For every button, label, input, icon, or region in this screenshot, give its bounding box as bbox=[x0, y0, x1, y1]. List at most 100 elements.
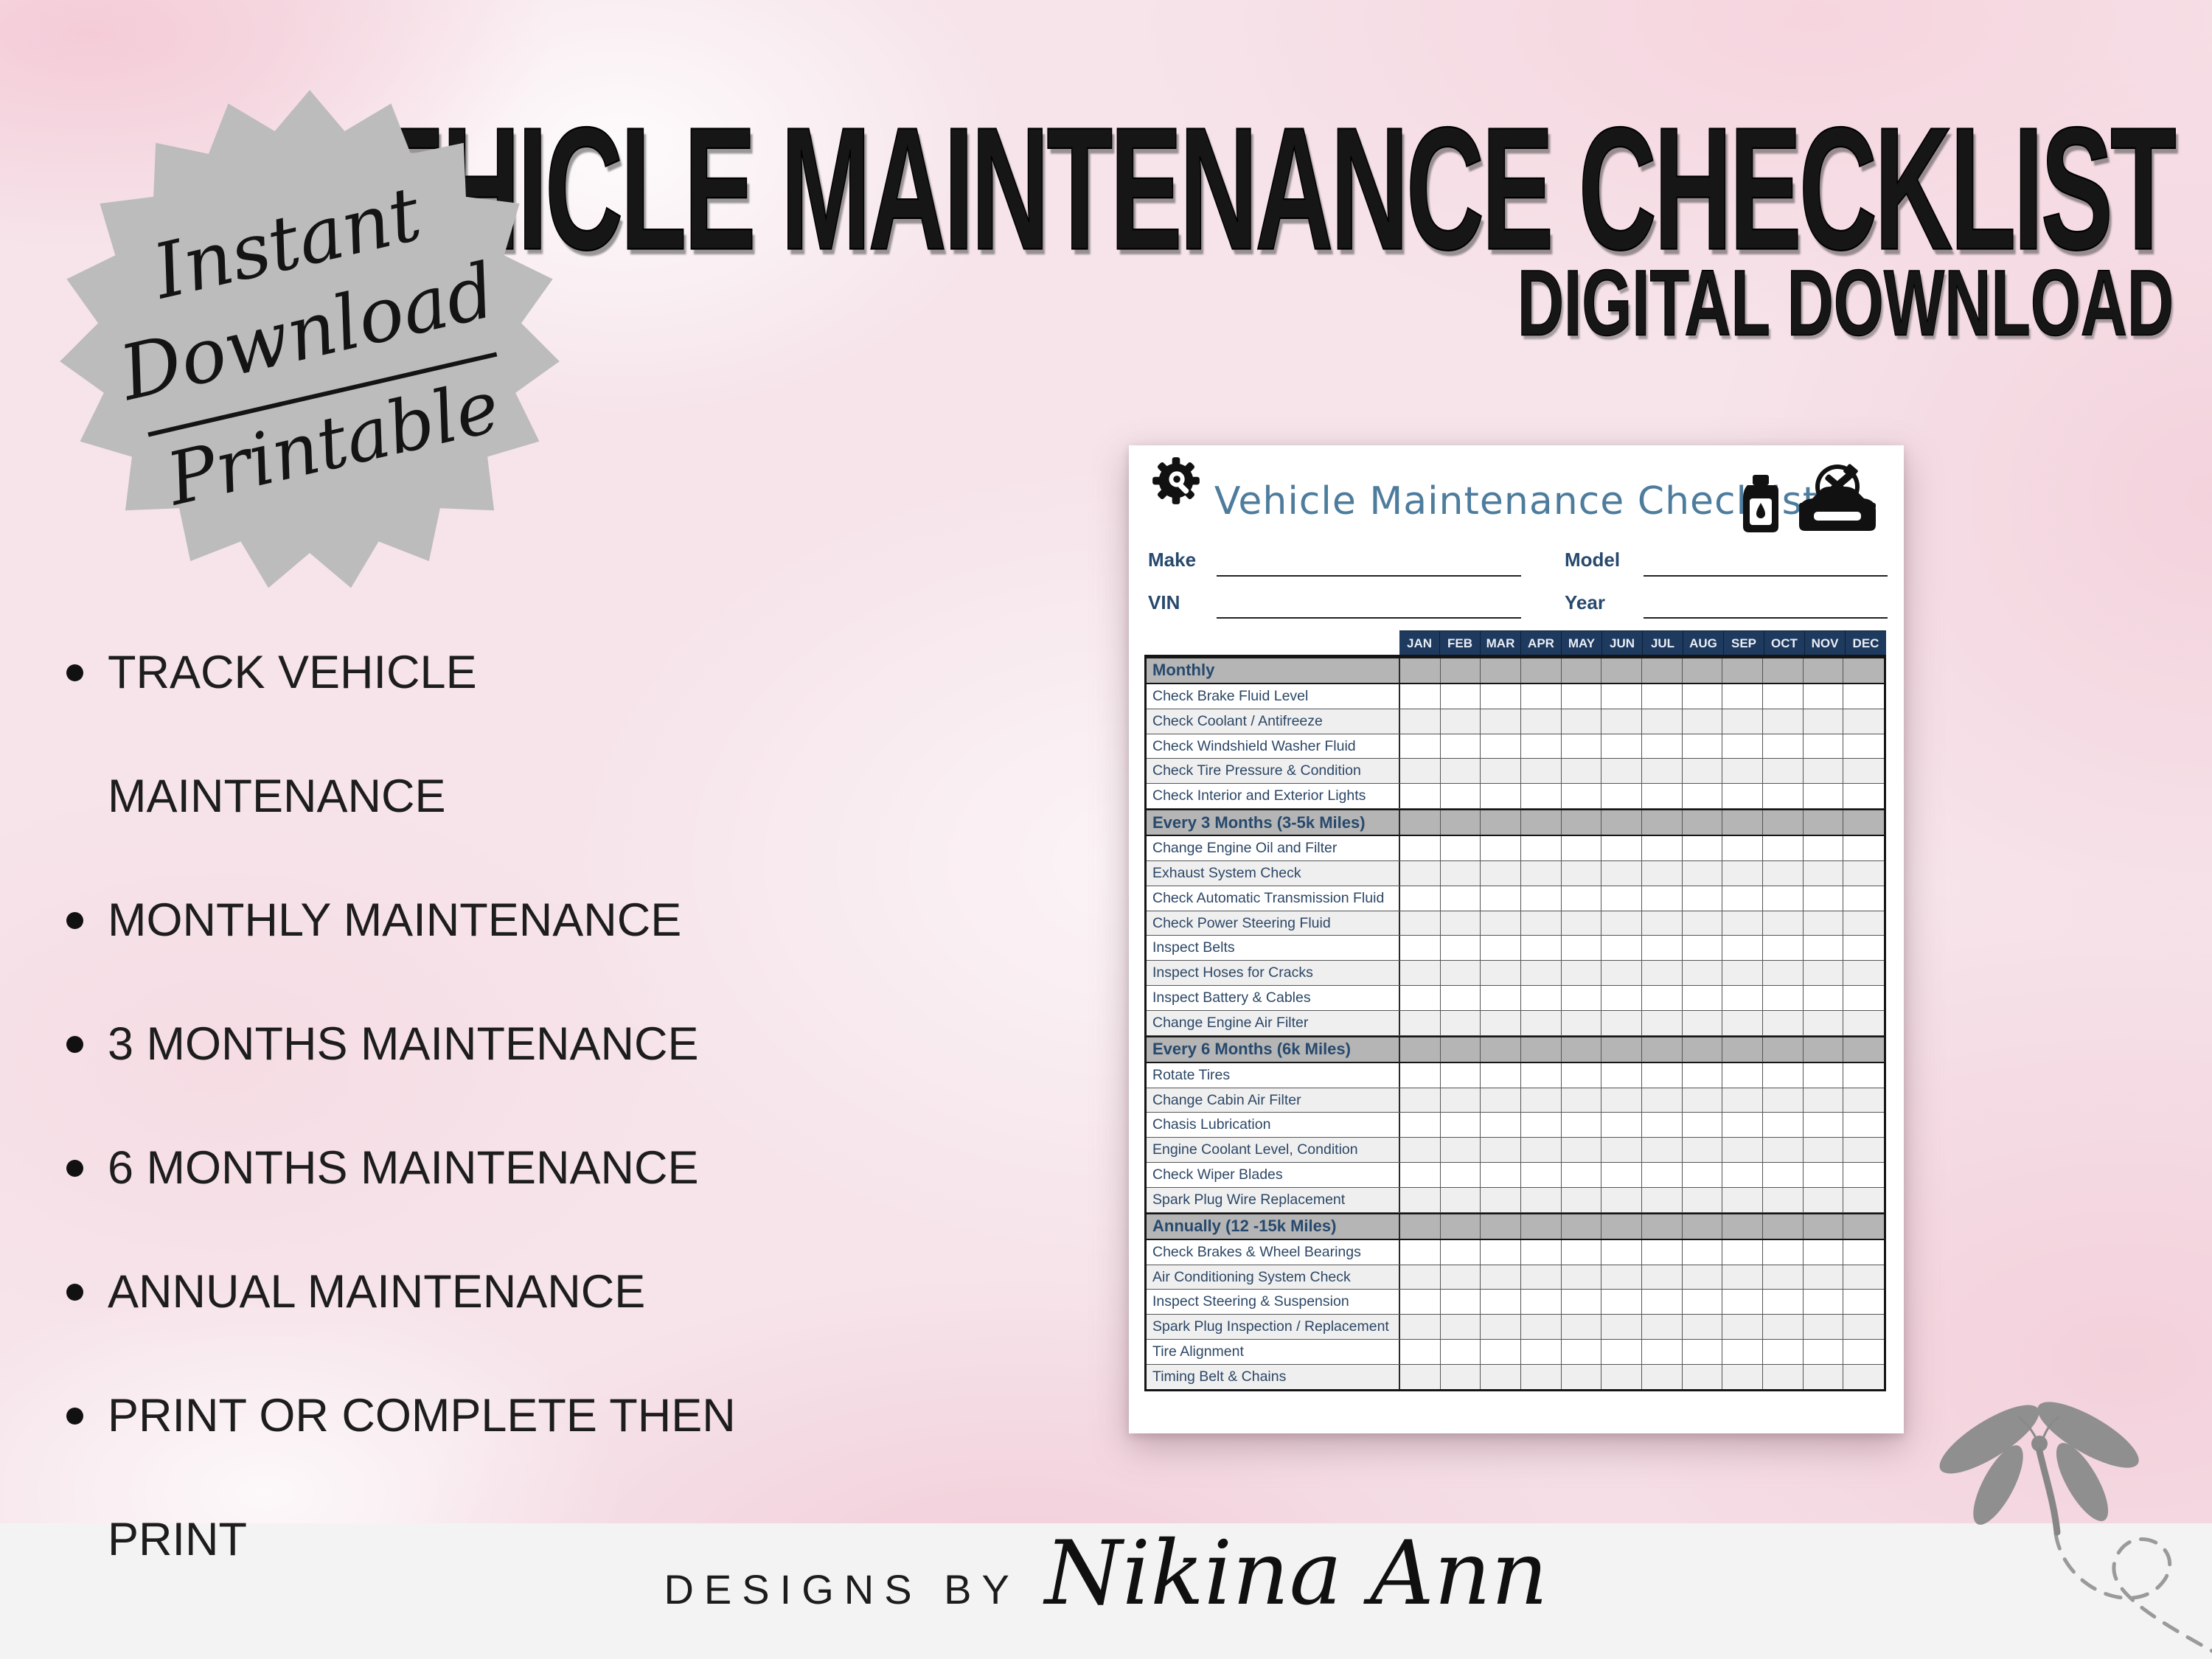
month-checkbox-cell bbox=[1441, 911, 1481, 936]
feature-item: 6 MONTHS MAINTENANCE bbox=[65, 1106, 787, 1230]
task-row: Rotate Tires bbox=[1147, 1062, 1884, 1088]
section-header-row: Every 6 Months (6k Miles) bbox=[1147, 1035, 1884, 1063]
instant-download-badge: Instant Download Printable bbox=[52, 83, 568, 599]
month-checkbox-cell bbox=[1683, 986, 1723, 1011]
month-checkbox-cell bbox=[1642, 1062, 1683, 1088]
row-label: Check Brakes & Wheel Bearings bbox=[1147, 1239, 1400, 1265]
month-checkbox-cell bbox=[1763, 1113, 1804, 1138]
month-checkbox-cell bbox=[1441, 684, 1481, 709]
month-checkbox-cell bbox=[1562, 1163, 1602, 1188]
month-checkbox-cell bbox=[1521, 759, 1562, 784]
row-label: Check Windshield Washer Fluid bbox=[1147, 734, 1400, 759]
month-checkbox-cell bbox=[1843, 861, 1884, 886]
month-checkbox-cell bbox=[1683, 1188, 1723, 1212]
month-checkbox-cell bbox=[1722, 961, 1763, 986]
month-checkbox-cell bbox=[1481, 1365, 1521, 1389]
month-cell: DEC bbox=[1846, 631, 1886, 655]
footer: DESIGNS BY Nikina Ann bbox=[0, 1530, 2212, 1618]
row-label: Every 6 Months (6k Miles) bbox=[1147, 1037, 1400, 1062]
month-checkbox-cell bbox=[1722, 1315, 1763, 1340]
month-checkbox-cell bbox=[1804, 759, 1844, 784]
month-checkbox-cell bbox=[1601, 886, 1642, 911]
month-checkbox-cell bbox=[1521, 734, 1562, 759]
month-checkbox-cell bbox=[1843, 658, 1884, 683]
task-row: Engine Coolant Level, Condition bbox=[1147, 1138, 1884, 1164]
month-checkbox-cell bbox=[1642, 1138, 1683, 1163]
month-cell: JUN bbox=[1602, 631, 1643, 655]
row-label: Change Engine Oil and Filter bbox=[1147, 836, 1400, 860]
month-checkbox-cell bbox=[1481, 1163, 1521, 1188]
month-checkbox-cell bbox=[1400, 784, 1441, 809]
month-checkbox-cell bbox=[1843, 1340, 1884, 1364]
month-checkbox-cell bbox=[1601, 1113, 1642, 1138]
month-checkbox-cell bbox=[1804, 1188, 1844, 1212]
page-subtitle: DIGITAL DOWNLOAD bbox=[1517, 251, 2174, 355]
month-checkbox-cell bbox=[1400, 1265, 1441, 1290]
month-checkbox-cell bbox=[1683, 911, 1723, 936]
month-checkbox-cell bbox=[1521, 709, 1562, 734]
month-checkbox-cell bbox=[1722, 860, 1763, 886]
model-input-line bbox=[1644, 575, 1888, 577]
month-checkbox-cell bbox=[1562, 1365, 1602, 1389]
month-checkbox-cell bbox=[1722, 1265, 1763, 1290]
month-checkbox-cell bbox=[1843, 709, 1884, 734]
row-label: Chasis Lubrication bbox=[1147, 1113, 1400, 1138]
month-checkbox-cell bbox=[1804, 1315, 1844, 1340]
starburst-icon bbox=[60, 90, 560, 588]
month-checkbox-cell bbox=[1400, 1290, 1441, 1315]
month-checkbox-cell bbox=[1642, 1290, 1683, 1315]
task-row: Change Engine Air Filter bbox=[1147, 1011, 1884, 1036]
month-checkbox-cell bbox=[1722, 709, 1763, 734]
month-checkbox-cell bbox=[1562, 1088, 1602, 1113]
month-checkbox-cell bbox=[1400, 961, 1441, 986]
month-checkbox-cell bbox=[1804, 810, 1844, 835]
month-checkbox-cell bbox=[1683, 684, 1723, 709]
month-checkbox-cell bbox=[1521, 1062, 1562, 1088]
month-checkbox-cell bbox=[1843, 784, 1884, 808]
month-checkbox-cell bbox=[1843, 936, 1884, 960]
month-checkbox-cell bbox=[1722, 936, 1763, 961]
month-checkbox-cell bbox=[1521, 936, 1562, 961]
month-checkbox-cell bbox=[1562, 961, 1602, 986]
month-cell: AUG bbox=[1683, 631, 1724, 655]
document-title: Vehicle Maintenance Checklist bbox=[1214, 479, 1819, 524]
month-checkbox-cell bbox=[1642, 936, 1683, 961]
month-checkbox-cell bbox=[1722, 684, 1763, 709]
month-checkbox-cell bbox=[1642, 734, 1683, 759]
month-checkbox-cell bbox=[1400, 836, 1441, 860]
month-checkbox-cell bbox=[1642, 986, 1683, 1011]
month-checkbox-cell bbox=[1441, 1315, 1481, 1340]
month-checkbox-cell bbox=[1843, 1265, 1884, 1290]
month-checkbox-cell bbox=[1763, 986, 1804, 1011]
month-checkbox-cell bbox=[1562, 709, 1602, 734]
month-checkbox-cell bbox=[1441, 784, 1481, 809]
checklist-grid: Monthly Check Brake Fluid Level Check Cool… bbox=[1144, 655, 1886, 1391]
month-checkbox-cell bbox=[1642, 684, 1683, 709]
row-label: Annually (12 -15k Miles) bbox=[1147, 1214, 1400, 1239]
task-row: Chasis Lubrication bbox=[1147, 1113, 1884, 1138]
month-checkbox-cell bbox=[1763, 1138, 1804, 1163]
month-checkbox-cell bbox=[1601, 759, 1642, 784]
month-checkbox-cell bbox=[1843, 1214, 1884, 1239]
month-checkbox-cell bbox=[1481, 759, 1521, 784]
month-checkbox-cell bbox=[1804, 911, 1844, 936]
month-checkbox-cell bbox=[1481, 836, 1521, 860]
month-checkbox-cell bbox=[1481, 734, 1521, 759]
month-checkbox-cell bbox=[1642, 784, 1683, 809]
month-checkbox-cell bbox=[1601, 836, 1642, 860]
month-checkbox-cell bbox=[1763, 961, 1804, 986]
month-checkbox-cell bbox=[1804, 886, 1844, 911]
month-checkbox-cell bbox=[1481, 658, 1521, 683]
month-checkbox-cell bbox=[1642, 836, 1683, 860]
month-checkbox-cell bbox=[1481, 936, 1521, 961]
month-checkbox-cell bbox=[1683, 709, 1723, 734]
row-label: Monthly bbox=[1147, 658, 1400, 683]
month-checkbox-cell bbox=[1562, 810, 1602, 835]
month-checkbox-cell bbox=[1481, 1265, 1521, 1290]
task-row: Air Conditioning System Check bbox=[1147, 1265, 1884, 1290]
month-checkbox-cell bbox=[1763, 860, 1804, 886]
month-checkbox-cell bbox=[1481, 961, 1521, 986]
task-row: Change Engine Oil and Filter bbox=[1147, 836, 1884, 861]
month-checkbox-cell bbox=[1683, 1340, 1723, 1365]
